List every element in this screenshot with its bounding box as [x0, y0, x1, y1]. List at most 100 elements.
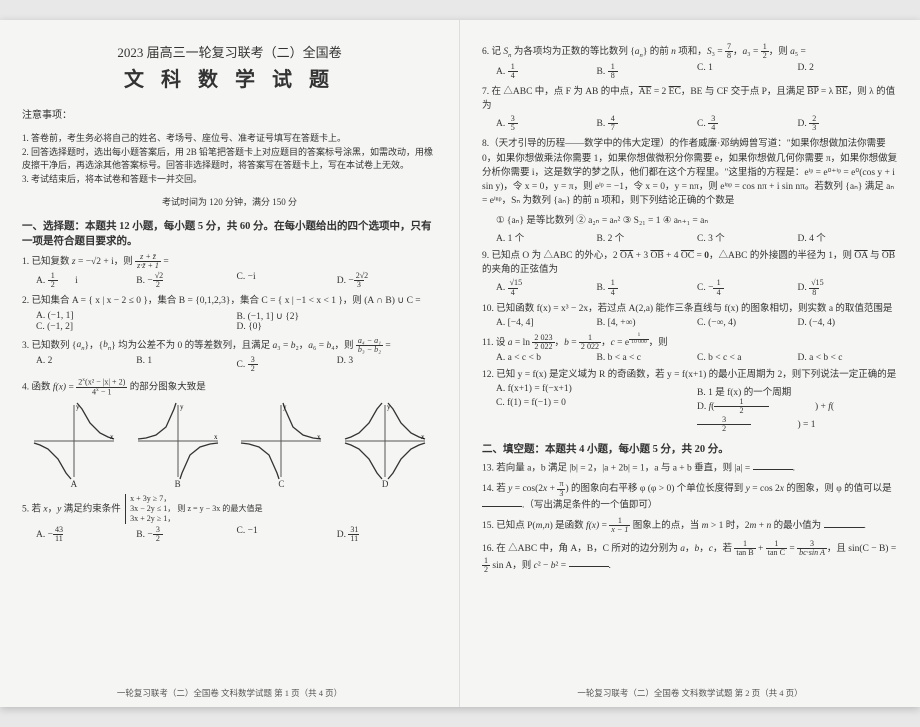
q8-parts: ① {aₙ} 是等比数列 ② a₂ₙ = aₙ² ③ S₂₁ = 1 ④ aₙ₊…	[496, 214, 898, 228]
opt: B. −√22	[136, 272, 236, 289]
svg-text:y: y	[283, 403, 287, 411]
svg-text:y: y	[76, 403, 80, 411]
opt: B. (−1, 1] ∪ {2}	[237, 311, 438, 322]
chart-c: xy C	[237, 401, 325, 489]
opt: D. f(12) + f(32) = 1	[697, 398, 898, 432]
opt: C. b < c < a	[697, 353, 798, 363]
svg-text:x: x	[421, 433, 425, 441]
opt: C. 32	[237, 356, 337, 373]
opt: A. [−4, 4]	[496, 318, 597, 328]
opt: B. b < a < c	[597, 353, 698, 363]
opt: A. 12 i	[36, 272, 136, 289]
opt: A. a < c < b	[496, 353, 597, 363]
opt: C. (−∞, 4)	[697, 318, 798, 328]
svg-text:x: x	[110, 433, 114, 441]
q10-opts: A. [−4, 4] B. [4, +∞) C. (−∞, 4) D. (−4,…	[496, 318, 898, 328]
opt: B. −32	[136, 526, 236, 543]
section-2-heading: 二、填空题：本题共 4 小题，每小题 5 分，共 20 分。	[482, 441, 898, 456]
q5-opts: A. −4311 B. −32 C. −1 D. 3111	[36, 526, 437, 543]
opt: D. a < b < c	[798, 353, 899, 363]
page-2: 6. 记 Sn 为各项均为正数的等比数列 {an} 的前 n 项和，S₃ = 7…	[460, 20, 920, 707]
opt: A. −4311	[36, 526, 136, 543]
q8-opts: A. 1 个 B. 2 个 C. 3 个 D. 4 个	[496, 230, 898, 244]
opt: A. 1 个	[496, 230, 597, 244]
q5-stem: 5. 若 x，y 满足约束条件 x + 3y ≥ 7，3x − 2y ≤ 1， …	[22, 494, 437, 524]
opt: C. 1	[697, 63, 798, 80]
svg-text:y: y	[387, 403, 391, 411]
notice-item: 1. 答卷前，考生务必将自己的姓名、考场号、座位号、准考证号填写在答题卡上。	[22, 131, 437, 144]
opt: B. [4, +∞)	[597, 318, 698, 328]
q3-stem: 3. 已知数列 {an}，{bn} 均为公差不为 0 的等差数列，且满足 a₃ …	[22, 337, 437, 355]
exam-sheet: 2023 届高三一轮复习联考（二）全国卷 文 科 数 学 试 题 注意事项： 1…	[0, 20, 920, 707]
q11-opts: A. a < c < b B. b < a < c C. b < c < a D…	[496, 353, 898, 363]
opt: A. 14	[496, 63, 597, 80]
q6-stem: 6. 记 Sn 为各项均为正数的等比数列 {an} 的前 n 项和，S₃ = 7…	[482, 43, 898, 61]
opt: B. 18	[597, 63, 698, 80]
svg-text:x: x	[214, 433, 218, 441]
opt: C. (−1, 2]	[36, 322, 237, 332]
q13: 13. 若向量 a，b 满足 |b| = 2，|a + 2b| = 1，a 与 …	[482, 461, 898, 476]
svg-text:x: x	[317, 433, 321, 441]
svg-text:y: y	[180, 403, 184, 411]
q10-stem: 10. 已知函数 f(x) = x³ − 2x，若过点 A(2,a) 能作三条直…	[482, 302, 898, 316]
notice-item: 2. 回答选择题时，选出每小题答案后，用 2B 铅笔把答题卡上对应题目的答案标号…	[22, 145, 437, 171]
opt: B. 1	[136, 356, 236, 373]
opt: A. 35	[496, 115, 597, 132]
q3-opts: A. 2 B. 1 C. 32 D. 3	[36, 356, 437, 373]
opt: A. f(x+1) = f(−x+1)	[496, 384, 697, 398]
q4-stem: 4. 函数 f(x) = 2x(x² − |x| + 2)4x − 1 的部分图…	[22, 378, 437, 397]
opt: D. 3	[337, 356, 437, 373]
q6-opts: A. 14 B. 18 C. 1 D. 2	[496, 63, 898, 80]
exam-timing: 考试时间为 120 分钟，满分 150 分	[22, 195, 437, 208]
opt: C. f(1) = f(−1) = 0	[496, 398, 697, 432]
q7-opts: A. 35 B. 47 C. 34 D. 23	[496, 115, 898, 132]
notice-list: 1. 答卷前，考生务必将自己的姓名、考场号、座位号、准考证号填写在答题卡上。 2…	[22, 131, 437, 185]
q14: 14. 若 y = cos(2x + π3) 的图象向右平移 φ (φ > 0)…	[482, 480, 898, 512]
footer-p1: 一轮复习联考（二）全国卷 文科数学试题 第 1 页（共 4 页）	[0, 687, 459, 699]
q2-stem: 2. 已知集合 A = { x | x − 2 ≤ 0 }，集合 B = {0,…	[22, 294, 437, 308]
opt: B. 47	[597, 115, 698, 132]
opt: C. 34	[697, 115, 798, 132]
opt: A. (−1, 1]	[36, 311, 237, 322]
section-1-heading: 一、选择题：本题共 12 小题，每小题 5 分，共 60 分。在每小题给出的四个…	[22, 218, 437, 248]
opt: C. −i	[237, 272, 337, 289]
q9-opts: A. √154 B. 14 C. −14 D. √158	[496, 279, 898, 296]
q12-stem: 12. 已知 y = f(x) 是定义域为 R 的奇函数，若 y = f(x+1…	[482, 368, 898, 382]
q16: 16. 在 △ABC 中，角 A，B，C 所对的边分别为 a，b，c，若 1ta…	[482, 540, 898, 574]
q2-opts: A. (−1, 1] B. (−1, 1] ∪ {2} C. (−1, 2] D…	[36, 311, 437, 332]
q12-opts: A. f(x+1) = f(−x+1) B. 1 是 f(x) 的一个周期 C.…	[496, 384, 898, 432]
chart-a: xy A	[30, 401, 118, 489]
opt: A. 2	[36, 356, 136, 373]
q8-stem: 8.（天才引导的历程——数学中的伟大定理）的作者威廉·邓纳姆曾写道："如果你想做…	[482, 137, 898, 208]
notice-item: 3. 考试结束后，将本试卷和答题卡一并交回。	[22, 172, 437, 185]
opt: D. 4 个	[798, 230, 899, 244]
opt: B. 1 是 f(x) 的一个周期	[697, 384, 898, 398]
opt: D. −2√23	[337, 272, 437, 289]
opt: B. 14	[597, 279, 698, 296]
chart-d: xy D	[341, 401, 429, 489]
chart-b: xy B	[134, 401, 222, 489]
q7-stem: 7. 在 △ABC 中，点 F 为 AB 的中点，AE = 2 EC，BE 与 …	[482, 85, 898, 114]
opt: D. 3111	[337, 526, 437, 543]
q1-stem: 1. 已知复数 z = −√2 + i，则 z + z̄z·z̄ + 1 =	[22, 253, 437, 270]
q11-stem: 11. 设 a = ln 2 0232 022，b = 12 022，c = e…	[482, 333, 898, 351]
opt: D. (−4, 4)	[798, 318, 899, 328]
header-line2: 文 科 数 学 试 题	[22, 63, 437, 92]
q4-charts: xy A xy B xy C xy D	[22, 401, 437, 489]
q1-opts: A. 12 i B. −√22 C. −i D. −2√23	[36, 272, 437, 289]
page-1: 2023 届高三一轮复习联考（二）全国卷 文 科 数 学 试 题 注意事项： 1…	[0, 20, 460, 707]
opt: D. 23	[798, 115, 899, 132]
opt: D. 2	[798, 63, 899, 80]
opt: B. 2 个	[597, 230, 698, 244]
opt: D. √158	[798, 279, 899, 296]
header-line1: 2023 届高三一轮复习联考（二）全国卷	[22, 42, 437, 61]
opt: A. √154	[496, 279, 597, 296]
opt: C. −14	[697, 279, 798, 296]
footer-p2: 一轮复习联考（二）全国卷 文科数学试题 第 2 页（共 4 页）	[460, 687, 920, 699]
notice-heading: 注意事项：	[22, 106, 437, 121]
q9-stem: 9. 已知点 O 为 △ABC 的外心，2 OA + 3 OB + 4 OC =…	[482, 249, 898, 278]
opt: C. 3 个	[697, 230, 798, 244]
q15: 15. 已知点 P(m,n) 是函数 f(x) = 1x − 1 图象上的点，当…	[482, 517, 898, 534]
opt: C. −1	[237, 526, 337, 543]
opt: D. {0}	[237, 322, 438, 332]
